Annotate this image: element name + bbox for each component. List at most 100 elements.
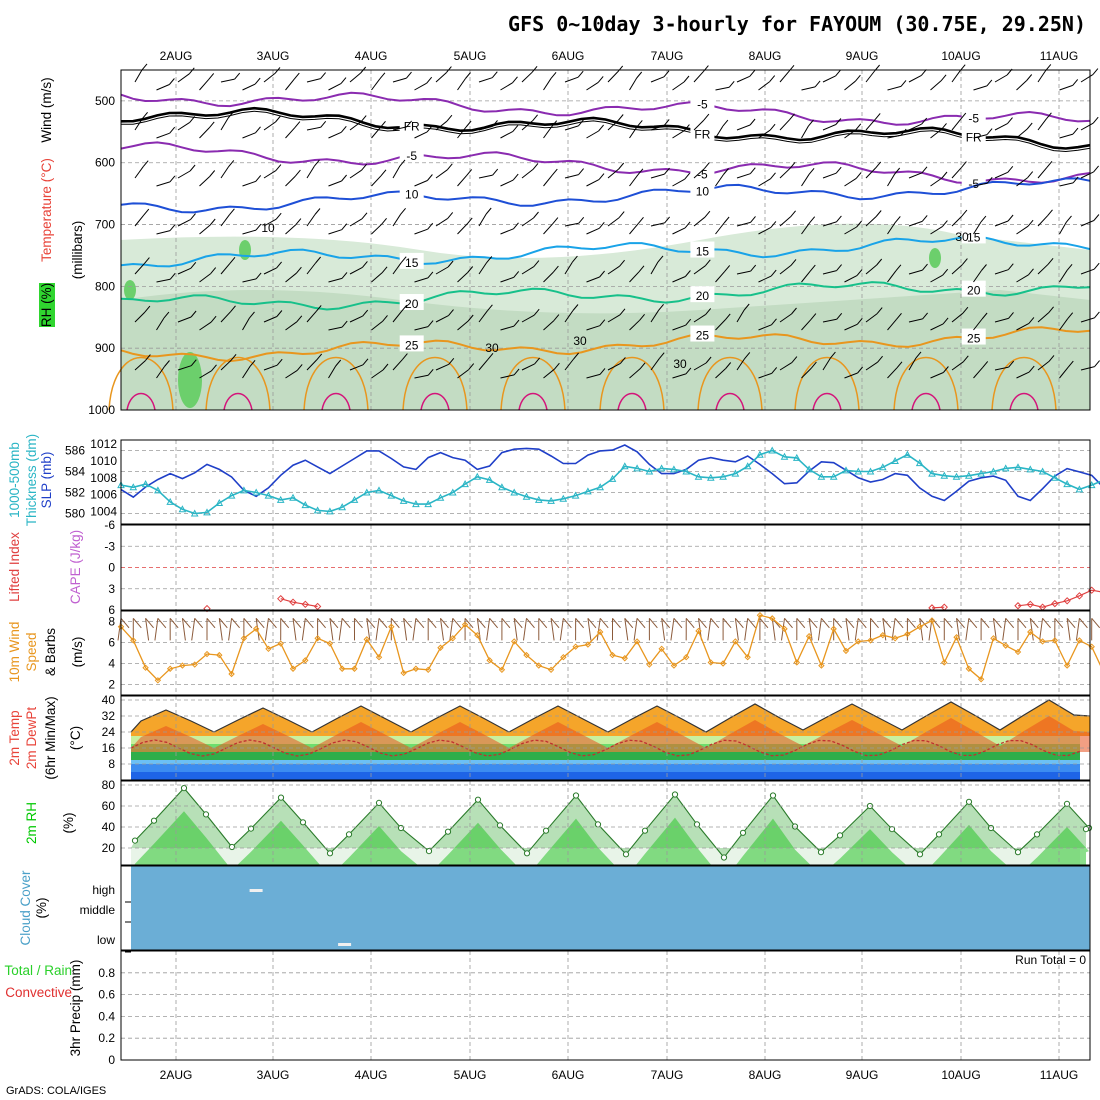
wind-barb-feather bbox=[617, 65, 624, 73]
wind-barb bbox=[844, 226, 857, 235]
wind-barb-feather bbox=[380, 120, 386, 128]
dewpoint-band bbox=[131, 764, 1080, 772]
wind-barb bbox=[1037, 215, 1048, 227]
wind-speed-point bbox=[891, 635, 899, 642]
wind-barb-feather bbox=[942, 317, 949, 325]
wind-barb bbox=[650, 358, 660, 371]
wind-barb bbox=[392, 359, 403, 371]
wind-barb-feather bbox=[789, 161, 796, 169]
wind-barb bbox=[521, 169, 534, 179]
wind-barb bbox=[779, 313, 792, 323]
wind-speed-point bbox=[941, 659, 948, 666]
day-label-bottom: 5AUG bbox=[454, 1068, 487, 1082]
rh-point bbox=[542, 827, 550, 834]
day-label-bottom: 8AUG bbox=[749, 1068, 782, 1082]
contour-label-bg bbox=[690, 241, 715, 258]
contour-label-bg bbox=[690, 164, 715, 181]
temp-contour-loop bbox=[893, 356, 959, 411]
wind-barb bbox=[435, 315, 449, 323]
wind-barb bbox=[629, 368, 641, 379]
wind-barb-feather bbox=[769, 75, 776, 82]
wind-barb-feather bbox=[329, 618, 339, 629]
wind-barb-feather bbox=[836, 312, 843, 320]
wind-barb-feather bbox=[341, 272, 348, 279]
wind-barb-feather bbox=[759, 618, 769, 629]
thickness-point bbox=[670, 465, 678, 473]
wind-barb-feather bbox=[941, 123, 947, 130]
wind-barb-feather bbox=[275, 115, 281, 123]
wind-speed-point bbox=[363, 636, 370, 643]
wind-barb-feather bbox=[870, 618, 879, 629]
wind-barb-feather bbox=[790, 259, 797, 266]
wind-barb bbox=[328, 180, 342, 187]
wind-barb-feather bbox=[466, 169, 473, 176]
stability-frame bbox=[120, 524, 1091, 611]
slp-axis-label-0: SLP (mb) bbox=[39, 452, 54, 509]
thickness-point bbox=[276, 495, 285, 503]
rh-y-tick: 40 bbox=[102, 820, 116, 834]
wind-barb-feather bbox=[845, 618, 855, 629]
wind-barb bbox=[908, 220, 923, 227]
wind-barb-feather bbox=[821, 618, 830, 629]
thickness-point bbox=[731, 469, 740, 477]
wind-barb bbox=[521, 217, 534, 227]
wind-barb bbox=[779, 70, 790, 83]
wind-barb-feather bbox=[314, 208, 321, 215]
wind-barb bbox=[543, 223, 554, 235]
thickness-point bbox=[633, 464, 641, 472]
wind-barb bbox=[779, 167, 791, 179]
wind-barb-feather bbox=[664, 167, 670, 175]
temp-contour-loop-hot bbox=[617, 392, 647, 411]
wind-barb-feather bbox=[552, 217, 559, 224]
wind-barb-feather bbox=[255, 175, 262, 182]
wind-barb-feather bbox=[704, 162, 710, 169]
stability-panel: -6 -3 0 3 6 Lifted Index CAPE (J/kg) bbox=[7, 518, 1100, 617]
wind-barb bbox=[736, 358, 746, 371]
wind-barb bbox=[521, 266, 535, 275]
wind-speed-point bbox=[560, 653, 567, 661]
rh-point bbox=[1082, 826, 1090, 833]
wind-barb bbox=[822, 221, 837, 227]
wind-barb-feather bbox=[637, 168, 644, 176]
temp-y-tick: 24 bbox=[102, 725, 116, 739]
thickness-point bbox=[842, 466, 850, 474]
wind-barb bbox=[564, 310, 574, 323]
wind-barb-feather bbox=[703, 65, 709, 72]
wind-barb bbox=[887, 222, 896, 235]
wind-barb bbox=[951, 361, 964, 371]
wind-speed-point bbox=[769, 615, 776, 622]
wind-speed-point bbox=[916, 623, 923, 630]
wind-barb bbox=[242, 278, 257, 283]
wind-speed-point bbox=[670, 662, 678, 669]
precip-y-tick: 0 bbox=[108, 1053, 115, 1067]
cloud-mark bbox=[249, 889, 263, 892]
wind-barb-feather bbox=[1026, 74, 1033, 81]
thickness-point bbox=[154, 486, 162, 494]
wind-barb-feather bbox=[169, 618, 179, 629]
wind-barb-feather bbox=[209, 170, 216, 177]
wind-barb-feather bbox=[835, 166, 842, 174]
wind-barb bbox=[521, 314, 535, 323]
wind-barb-feather bbox=[249, 359, 256, 367]
wind-barb-feather bbox=[1093, 262, 1100, 270]
wind-barb-feather bbox=[771, 318, 777, 326]
wind-barb-feather bbox=[835, 118, 842, 125]
wind-barb-feather bbox=[335, 359, 342, 367]
wind-barb bbox=[973, 270, 982, 283]
wind-barb bbox=[486, 618, 491, 641]
wind10m-axis-label-0: 10m Wind bbox=[7, 622, 22, 683]
wind-barb bbox=[521, 71, 533, 83]
wind-barb-feather bbox=[485, 207, 492, 215]
temp2m-panel: 8 16 24 32 40 2m Temp 2m DewPt (6hr Min/Max) (°C… bbox=[7, 693, 1091, 781]
wind-barb bbox=[1080, 366, 1095, 371]
rh-point bbox=[987, 824, 995, 832]
thickness-point bbox=[313, 506, 322, 514]
wind-barb-feather bbox=[612, 618, 621, 629]
wind-barb-feather bbox=[362, 261, 368, 268]
rh-point bbox=[474, 796, 482, 803]
wind-barb-feather bbox=[876, 307, 883, 314]
wind-barb-feather bbox=[1091, 618, 1100, 629]
temperature-contour bbox=[120, 326, 1091, 363]
wind-barb bbox=[1037, 118, 1047, 131]
contour-label: 20 bbox=[405, 297, 419, 311]
